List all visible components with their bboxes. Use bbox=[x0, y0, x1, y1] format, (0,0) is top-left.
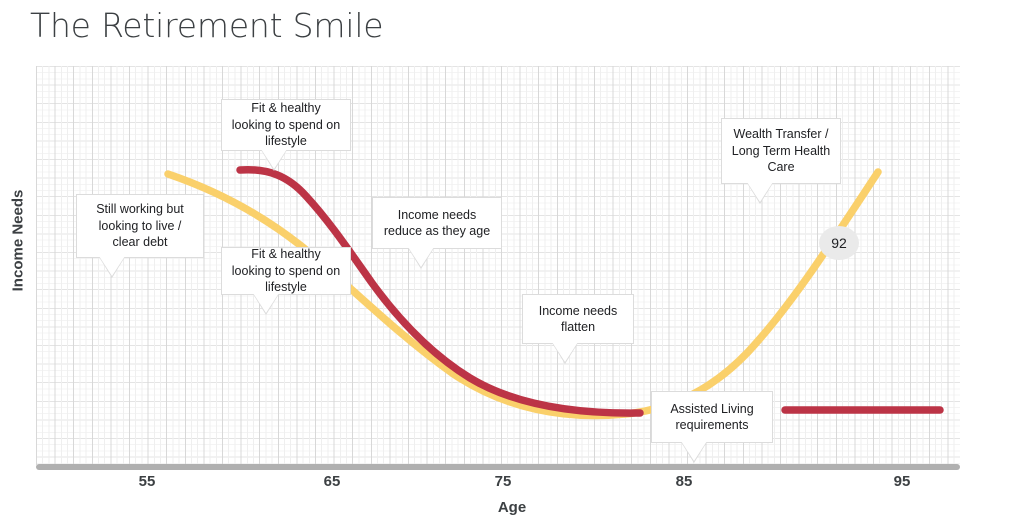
page-title: The Retirement Smile bbox=[30, 6, 384, 45]
callout-wealth-transfer-text: Wealth Transfer / Long Term Health Care bbox=[731, 127, 831, 175]
data-point-badge-label: 92 bbox=[831, 235, 847, 251]
callout-tail-fill-icon bbox=[408, 247, 434, 267]
callout-tail-fill-icon bbox=[261, 149, 287, 169]
x-tick-85: 85 bbox=[675, 473, 693, 490]
data-point-badge-92[interactable]: 92 bbox=[819, 226, 859, 260]
callout-fit-healthy-red: Fit & healthy looking to spend on lifest… bbox=[221, 99, 351, 171]
callout-fit-healthy-yellow: Fit & healthy looking to spend on lifest… bbox=[221, 247, 351, 315]
x-tick-75: 75 bbox=[494, 473, 512, 490]
callout-income-reduce: Income needs reduce as they age bbox=[372, 197, 502, 269]
callout-tail-fill-icon bbox=[253, 293, 279, 313]
x-axis-line bbox=[36, 464, 960, 470]
callout-assisted-living-text: Assisted Living requirements bbox=[670, 401, 754, 433]
callout-income-flatten: Income needs flatten bbox=[522, 294, 634, 364]
x-tick-55: 55 bbox=[138, 473, 156, 490]
callout-wealth-transfer: Wealth Transfer / Long Term Health Care bbox=[721, 118, 841, 204]
callout-income-reduce-text: Income needs reduce as they age bbox=[383, 207, 491, 239]
y-axis-title: Income Needs bbox=[9, 189, 27, 292]
callout-still-working: Still working but looking to live / clea… bbox=[76, 194, 204, 278]
callout-tail-fill-icon bbox=[99, 256, 125, 276]
series-red-curve bbox=[236, 165, 644, 417]
callout-tail-fill-icon bbox=[747, 182, 773, 202]
callout-still-working-text: Still working but looking to live / clea… bbox=[96, 202, 184, 250]
x-tick-95: 95 bbox=[893, 473, 911, 490]
callout-income-flatten-text: Income needs flatten bbox=[538, 303, 618, 335]
callout-fit-healthy-red-text: Fit & healthy looking to spend on lifest… bbox=[231, 101, 341, 149]
callout-tail-fill-icon bbox=[681, 441, 707, 461]
callout-fit-healthy-yellow-text: Fit & healthy looking to spend on lifest… bbox=[231, 247, 341, 295]
callout-assisted-living: Assisted Living requirements bbox=[651, 391, 773, 463]
series-yellow-curve bbox=[164, 168, 882, 420]
callout-tail-fill-icon bbox=[552, 342, 578, 362]
x-tick-65: 65 bbox=[323, 473, 341, 490]
x-axis-title: Age bbox=[497, 499, 527, 516]
